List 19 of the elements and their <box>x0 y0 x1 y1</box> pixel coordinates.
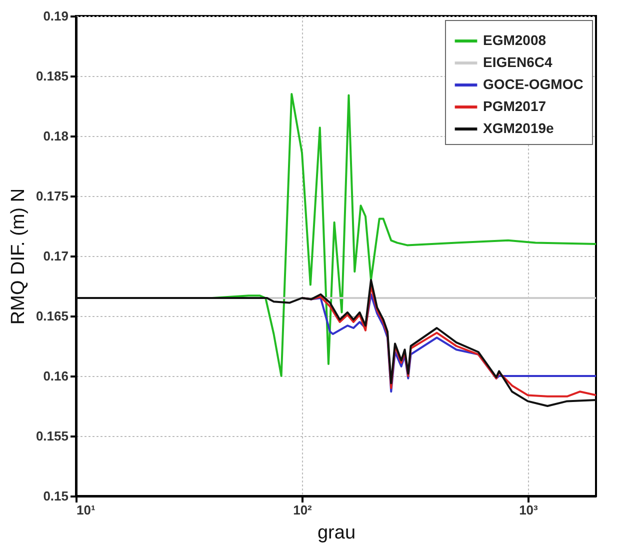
y-axis-title: RMQ DIF. (m) N <box>8 188 29 325</box>
legend-label: XGM2019e <box>483 120 554 136</box>
legend-label: GOCE-OGMOC <box>483 76 584 92</box>
y-tick-label: 0.19 <box>43 8 68 24</box>
legend-label: EGM2008 <box>483 32 546 48</box>
legend-label: EIGEN6C4 <box>483 54 552 70</box>
y-tick-label: 0.185 <box>36 68 68 84</box>
y-tick-label: 0.155 <box>36 428 68 444</box>
x-axis-title: grau <box>317 522 356 544</box>
y-tick-label: 0.15 <box>43 488 68 504</box>
y-tick-label: 0.16 <box>43 368 68 384</box>
y-tick-label: 0.175 <box>36 188 68 204</box>
y-tick-label: 0.165 <box>36 308 68 324</box>
x-tick-label: 10³ <box>519 502 539 518</box>
x-tick-label: 10² <box>293 502 313 518</box>
y-tick-label: 0.17 <box>43 248 68 264</box>
legend-label: PGM2017 <box>483 98 546 114</box>
x-tick-label: 10¹ <box>76 502 96 518</box>
y-tick-label: 0.18 <box>43 128 68 144</box>
